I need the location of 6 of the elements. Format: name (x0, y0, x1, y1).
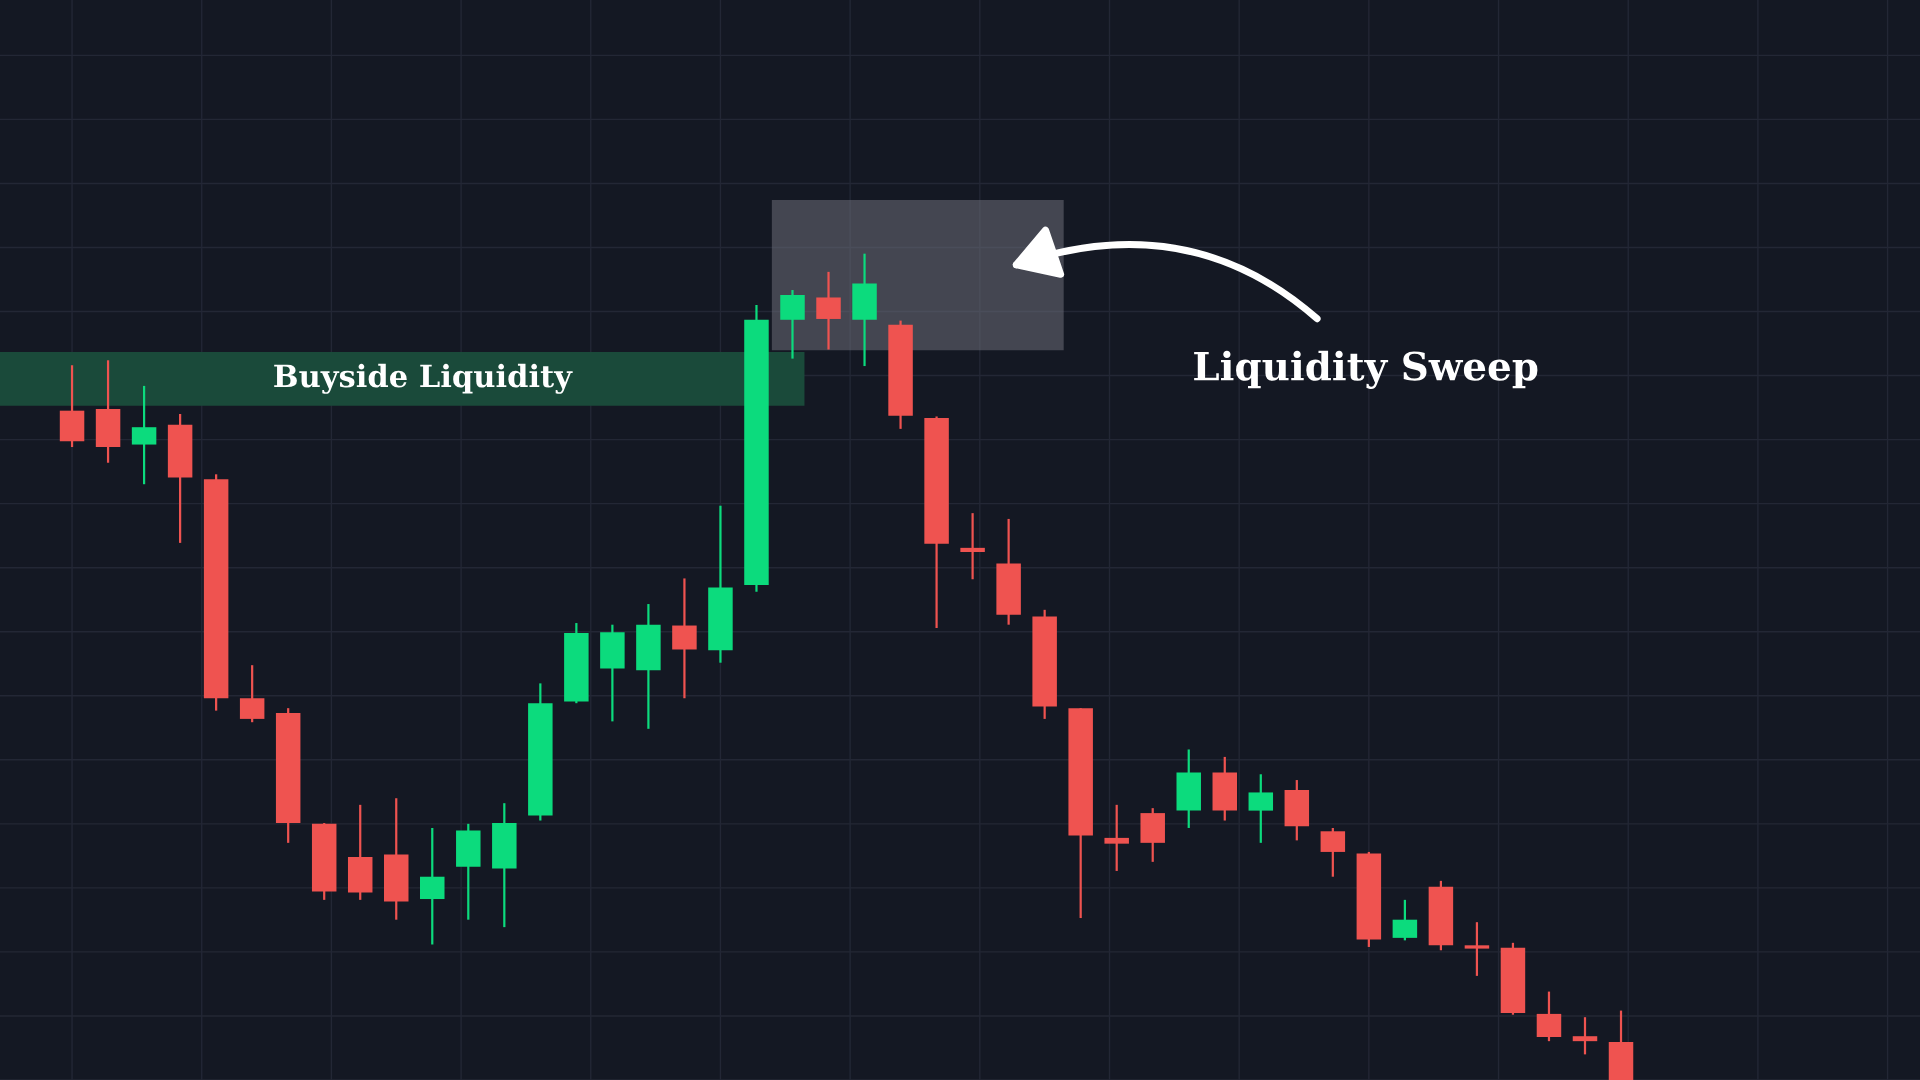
candlestick (1104, 803, 1129, 873)
band-label: Buyside Liquidity (274, 363, 573, 394)
candlestick (1464, 921, 1490, 977)
annotation: Liquidity Sweep (1194, 350, 1538, 389)
candlestick (1572, 1016, 1598, 1056)
candlestick (960, 512, 985, 581)
